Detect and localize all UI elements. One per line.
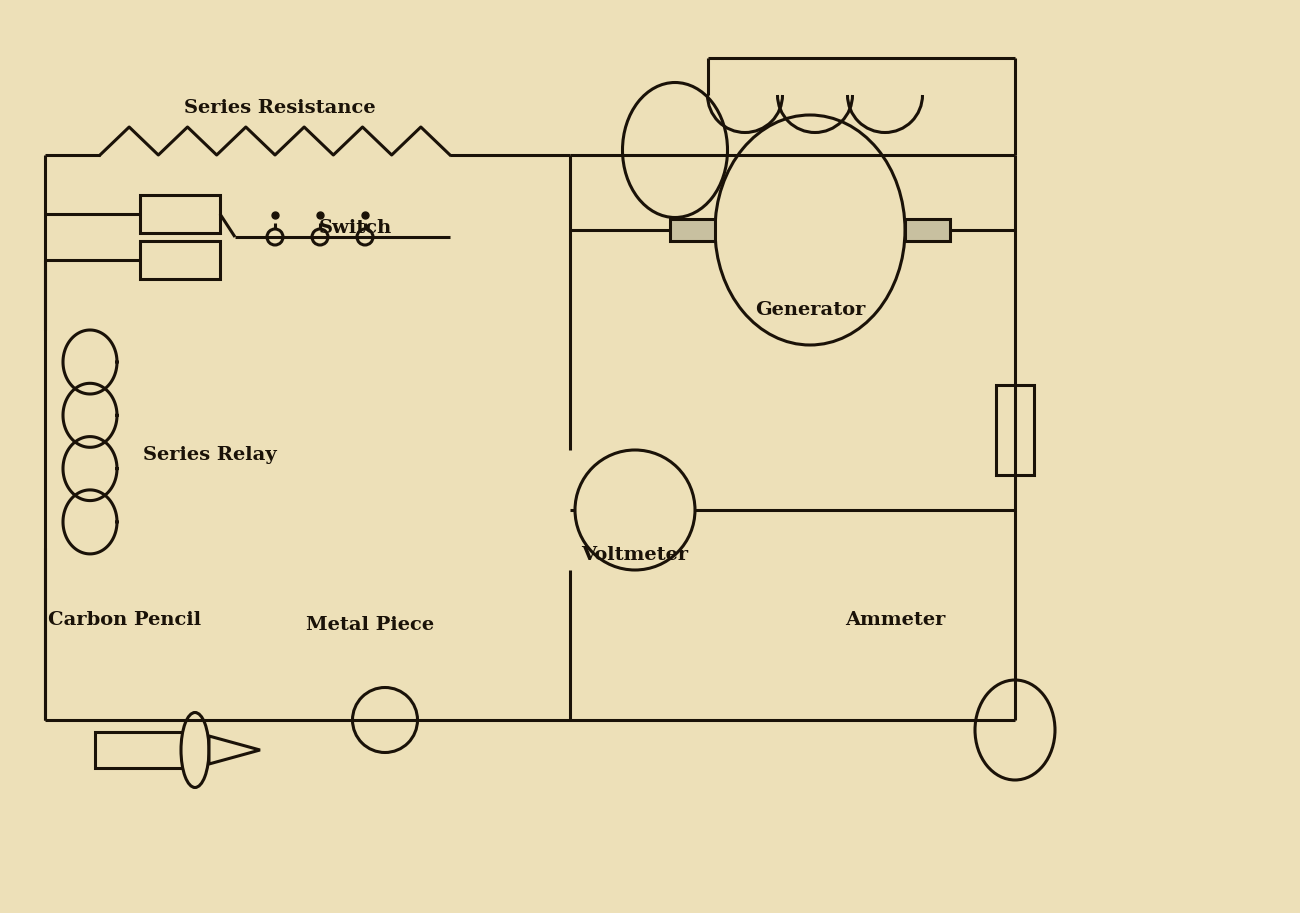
Circle shape [575, 450, 696, 570]
Text: Metal Piece: Metal Piece [306, 616, 434, 634]
Bar [95, 732, 195, 768]
Bar [140, 241, 220, 279]
Polygon shape [209, 736, 260, 764]
Bar [996, 385, 1034, 475]
Bar [670, 219, 715, 241]
Text: Switch: Switch [318, 219, 391, 237]
Text: Series Relay: Series Relay [143, 446, 277, 464]
Circle shape [358, 229, 373, 245]
Text: Carbon Pencil: Carbon Pencil [48, 611, 202, 629]
Text: Generator: Generator [755, 301, 866, 319]
Ellipse shape [975, 680, 1056, 780]
Text: Ammeter: Ammeter [845, 611, 945, 629]
Ellipse shape [623, 82, 728, 217]
Ellipse shape [181, 712, 209, 788]
Circle shape [266, 229, 283, 245]
Bar [140, 195, 220, 233]
Circle shape [312, 229, 328, 245]
Text: Series Resistance: Series Resistance [185, 99, 376, 117]
Bar [905, 219, 950, 241]
Ellipse shape [715, 115, 905, 345]
Text: Voltmeter: Voltmeter [581, 546, 689, 564]
Ellipse shape [352, 687, 417, 752]
